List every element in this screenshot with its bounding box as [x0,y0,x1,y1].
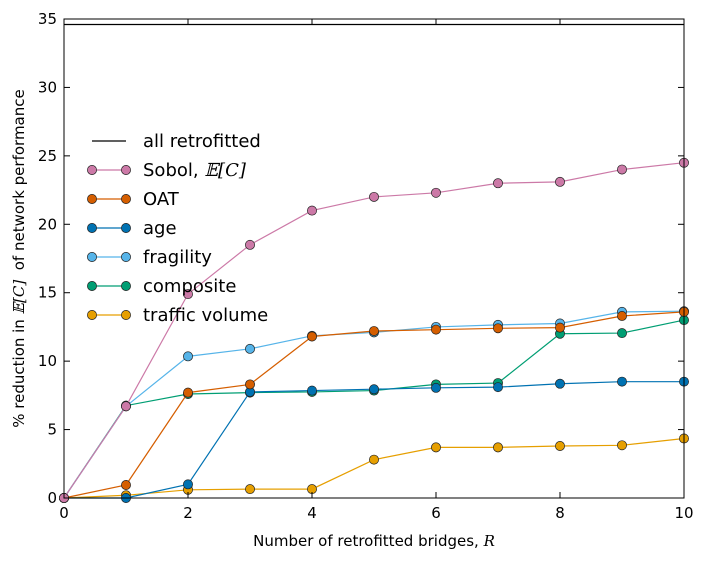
x-tick-label: 10 [674,504,693,522]
data-point [617,311,627,321]
data-point [617,164,627,175]
series-4 [59,315,689,503]
data-point [369,326,379,336]
x-tick-label: 8 [555,504,565,522]
y-axis-label: % reduction in 𝔼[C] of network performan… [10,89,28,427]
y-axis-label-math: 𝔼[C] [10,280,28,315]
legend: all retrofitted Sobol, 𝔼[C] OAT age fragilit… [87,131,268,326]
plot-frame [63,18,685,499]
data-point [369,454,379,465]
series-line [63,319,685,499]
data-point [617,376,627,387]
y-tick-label: 5 [47,421,57,439]
x-tick-label: 6 [431,504,441,522]
legend-label: age [143,218,177,239]
data-point [307,205,317,216]
legend-label: traffic volume [143,305,268,326]
y-axis-label-prefix: % reduction in [10,314,28,427]
data-point [431,324,441,335]
y-tick-label: 35 [38,10,57,28]
x-axis-label-math: R [483,532,495,550]
legend-swatch-marker [87,281,97,291]
x-tick-label: 4 [307,504,317,522]
data-point [245,484,255,495]
legend-swatch-marker [121,223,131,233]
y-tick-label: 30 [38,78,57,96]
legend-swatch-marker [87,310,97,320]
data-point [183,479,193,490]
y-tick-label: 20 [38,215,57,233]
series-line [63,437,685,499]
data-point [183,351,193,362]
data-point [245,379,255,390]
data-point [183,289,193,300]
data-point [493,323,503,334]
x-axis-label-text: Number of retrofitted bridges, [253,532,483,550]
legend-label: all retrofitted [143,131,261,152]
series-line [63,311,685,499]
legend-label: Sobol, 𝔼[C] [143,160,247,181]
legend-swatch-marker [87,165,97,175]
legend-label: composite [143,276,236,297]
chart-marks [59,23,689,503]
data-point [555,441,565,451]
y-tick-label: 10 [38,352,57,370]
data-point [493,442,503,453]
data-point [555,176,565,187]
legend-swatch-marker [87,223,97,233]
data-point [245,343,255,354]
y-tick-label: 15 [38,284,57,302]
data-point [245,239,255,250]
data-point [307,385,317,396]
series-2 [59,376,689,503]
legend-label: fragility [143,247,212,268]
data-point [369,384,379,395]
data-point [307,331,317,342]
data-point [369,191,379,202]
series-3 [59,306,689,503]
data-point [555,322,565,333]
series-line [63,310,685,499]
data-point [121,401,131,412]
legend-label: OAT [143,189,180,210]
x-tick-label: 2 [183,504,193,522]
legend-swatch-marker [87,194,97,204]
data-point [555,378,565,389]
legend-swatch-marker [121,165,131,175]
y-axis-label-suffix: of network performance [10,89,28,280]
data-point [183,387,193,398]
data-point [431,187,441,198]
axis-ticks: 0 2 4 6 8 10 0 5 10 15 20 25 30 35 [38,10,694,522]
legend-swatch-marker [121,252,131,262]
data-point [431,442,441,453]
series-0 [59,157,689,503]
data-point [617,440,627,451]
legend-swatch-marker [121,194,131,204]
legend-swatch-marker [121,281,131,291]
y-tick-label: 25 [38,147,57,165]
data-point [493,178,503,189]
data-point [493,382,503,393]
data-point [617,328,627,339]
legend-swatch-marker [87,252,97,262]
y-tick-label: 0 [47,489,57,507]
x-tick-label: 0 [59,504,69,522]
x-axis-label: Number of retrofitted bridges, R [253,532,495,550]
legend-swatch-marker [121,310,131,320]
data-point [121,480,131,490]
data-point [431,382,441,393]
